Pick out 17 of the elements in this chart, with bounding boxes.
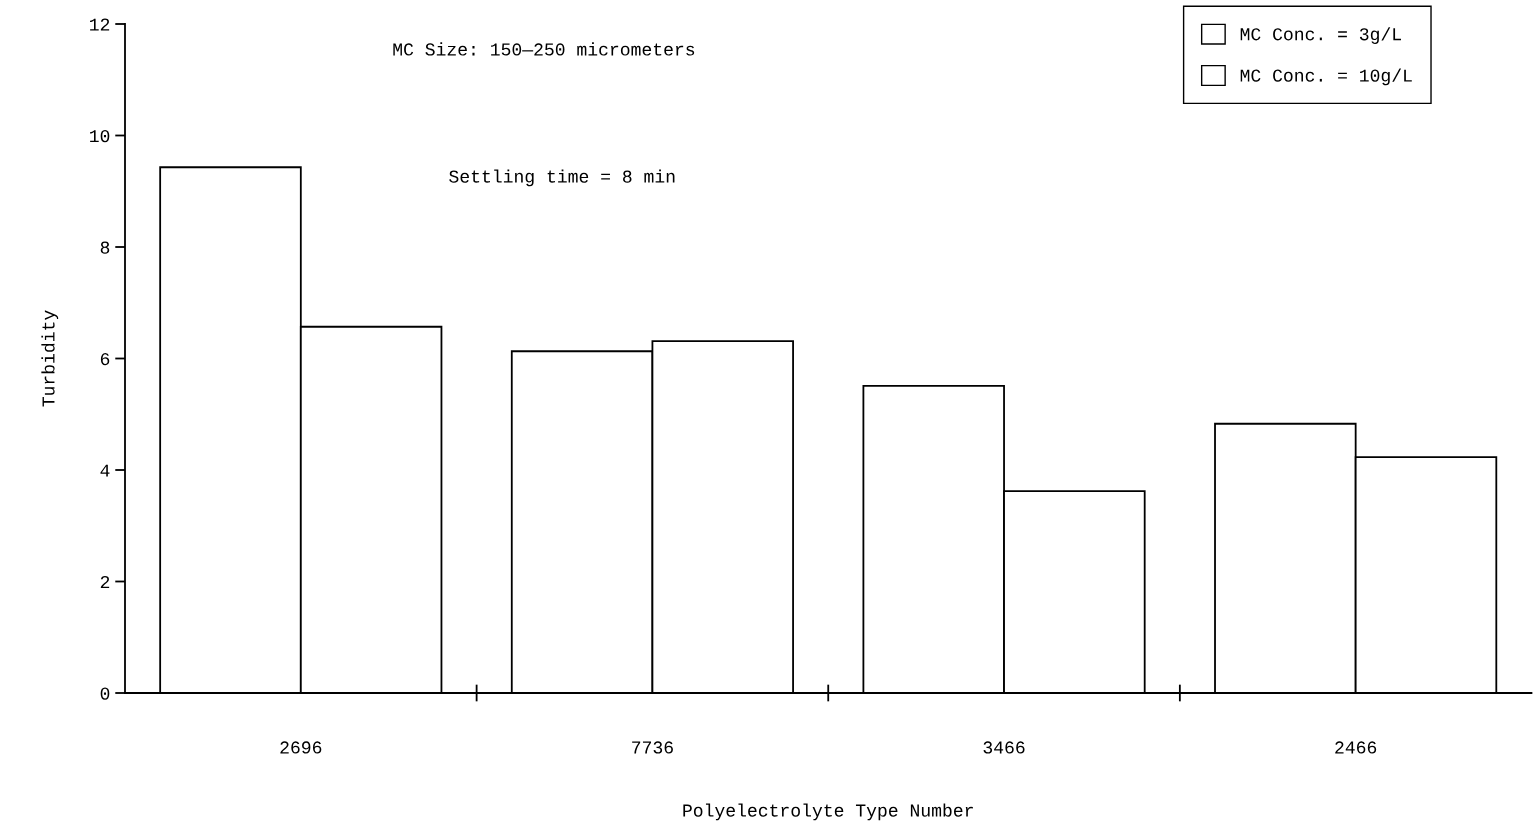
- legend-label: MC Conc. = 10g/L: [1240, 68, 1412, 86]
- y-tick-label: 12: [90, 18, 110, 31]
- y-tick-label: 4: [100, 464, 110, 477]
- annotation: MC Size: 150—250 micrometers: [393, 42, 695, 56]
- x-tick-label: 7736: [632, 741, 673, 754]
- y-tick-label: 2: [100, 575, 110, 589]
- y-axis-title: Turbidity: [41, 310, 59, 407]
- legend-label: MC Conc. = 3g/L: [1240, 27, 1401, 44]
- y-tick-label: 10: [90, 129, 110, 143]
- y-tick-label: 0: [100, 687, 110, 700]
- x-axis-title: Polyelectrolyte Type Number: [683, 803, 973, 821]
- y-tick-label: 6: [100, 352, 110, 366]
- x-tick-label: 3466: [983, 741, 1025, 754]
- y-tick-label: 8: [100, 241, 110, 254]
- x-tick-label: 2466: [1335, 741, 1377, 754]
- annotation: Settling time = 8 min: [449, 169, 675, 187]
- x-tick-label: 2696: [280, 741, 322, 754]
